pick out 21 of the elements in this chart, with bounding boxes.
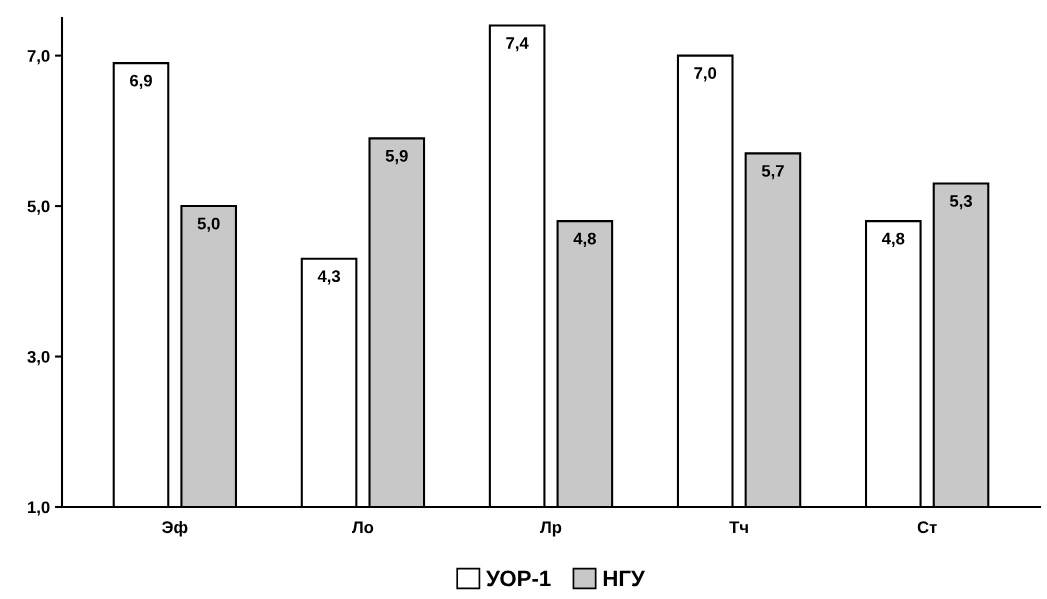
data-label: 5,0 (197, 217, 220, 232)
legend-label: НГУ (603, 570, 646, 587)
x-tick-label: Эф (162, 520, 188, 537)
y-tick-label: 7,0 (27, 50, 50, 65)
x-tick-label: Ло (352, 521, 374, 534)
x-tick-label: Лр (540, 521, 562, 537)
legend-label: УОР-1 (486, 570, 551, 587)
data-label: 4,8 (573, 232, 596, 247)
y-tick-label: 5,0 (27, 200, 50, 215)
x-tick-label: Ст (917, 521, 937, 534)
data-label: 5,9 (385, 149, 408, 165)
y-tick-label: 1,0 (28, 501, 50, 516)
data-label: 7,0 (694, 67, 717, 82)
x-tick-label: Тч (729, 521, 748, 533)
data-label: 4,8 (881, 232, 905, 247)
data-label: 7,4 (506, 37, 529, 52)
data-label: 5,7 (761, 165, 784, 180)
data-label: 4,3 (317, 270, 341, 285)
y-tick-label: 3,0 (27, 350, 50, 366)
data-label: 6,9 (130, 74, 152, 89)
data-label: 5,3 (949, 195, 972, 210)
